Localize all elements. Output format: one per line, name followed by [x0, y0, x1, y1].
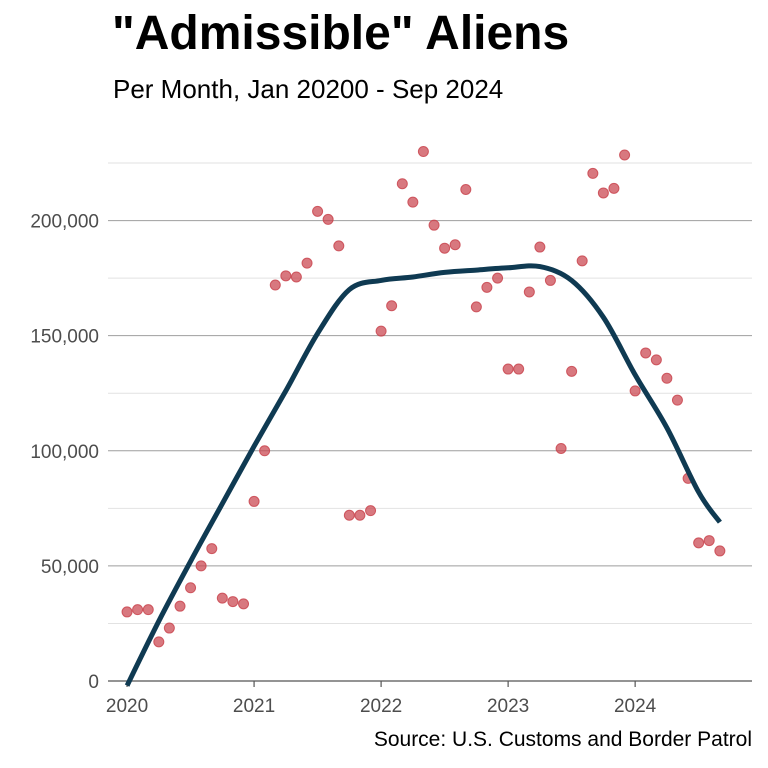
- trend-line: [124, 263, 722, 687]
- data-point: [449, 239, 461, 251]
- grid-lines: [108, 162, 752, 624]
- data-point: [269, 279, 281, 291]
- data-point: [195, 560, 207, 572]
- data-point: [396, 178, 408, 190]
- data-point: [132, 604, 144, 616]
- data-point: [174, 600, 186, 612]
- data-point: [671, 394, 683, 406]
- data-point: [407, 196, 419, 208]
- x-tick-label: 2022: [360, 696, 402, 717]
- data-point: [566, 365, 578, 377]
- data-point: [290, 271, 302, 283]
- data-point: [576, 255, 588, 267]
- data-point: [121, 606, 133, 618]
- data-point: [312, 205, 324, 217]
- data-point: [417, 146, 429, 158]
- data-point: [428, 219, 440, 231]
- y-tick-label: 100,000: [30, 442, 99, 463]
- data-point: [460, 183, 472, 195]
- data-point: [386, 300, 398, 312]
- data-point: [703, 535, 715, 547]
- data-point: [513, 363, 525, 375]
- data-points: [121, 146, 726, 648]
- data-point: [216, 592, 228, 604]
- data-point: [619, 149, 631, 161]
- data-point: [280, 270, 292, 282]
- data-point: [629, 385, 641, 397]
- data-point: [163, 622, 175, 634]
- data-point: [439, 242, 451, 254]
- data-point: [153, 636, 165, 648]
- x-tick-label: 2023: [487, 696, 529, 717]
- data-point: [365, 505, 377, 517]
- data-point: [693, 537, 705, 549]
- data-point: [640, 347, 652, 359]
- data-point: [523, 286, 535, 298]
- data-point: [714, 545, 726, 557]
- data-point: [333, 240, 345, 252]
- data-point: [343, 509, 355, 521]
- data-point: [492, 272, 504, 284]
- data-point: [206, 543, 218, 555]
- data-point: [597, 187, 609, 199]
- data-point: [481, 281, 493, 293]
- x-tick-label: 2021: [233, 696, 275, 717]
- y-tick-labels: 0 50,000 100,000 150,000 200,000: [30, 212, 99, 693]
- data-point: [354, 509, 366, 521]
- data-point: [248, 495, 260, 507]
- data-point: [544, 274, 556, 286]
- source-note: Source: U.S. Customs and Border Patrol: [373, 728, 752, 751]
- data-point: [502, 363, 514, 375]
- chart-title: "Admissible" Aliens: [112, 7, 570, 60]
- trend-line-group: [124, 263, 722, 687]
- data-point: [470, 301, 482, 313]
- data-point: [534, 241, 546, 253]
- y-tick-label: 0: [88, 672, 99, 693]
- data-point: [650, 354, 662, 366]
- data-point: [375, 325, 387, 337]
- y-tick-label: 150,000: [30, 327, 99, 348]
- x-tick-labels: 2020 2021 2022 2023 2024: [106, 696, 657, 717]
- data-point: [322, 213, 334, 225]
- data-point: [555, 442, 567, 454]
- data-point: [259, 445, 271, 457]
- data-point: [301, 257, 313, 269]
- data-point: [661, 372, 673, 384]
- data-point: [587, 167, 599, 179]
- x-tick-label: 2020: [106, 696, 148, 717]
- data-point: [142, 604, 154, 616]
- axes: [108, 680, 752, 687]
- data-point: [227, 596, 239, 608]
- data-point: [185, 582, 197, 594]
- data-point: [238, 598, 250, 610]
- y-tick-label: 200,000: [30, 212, 99, 233]
- x-tick-label: 2024: [614, 696, 657, 717]
- y-tick-label: 50,000: [41, 557, 99, 578]
- chart-subtitle: Per Month, Jan 20200 - Sep 2024: [113, 74, 504, 104]
- data-point: [608, 182, 620, 194]
